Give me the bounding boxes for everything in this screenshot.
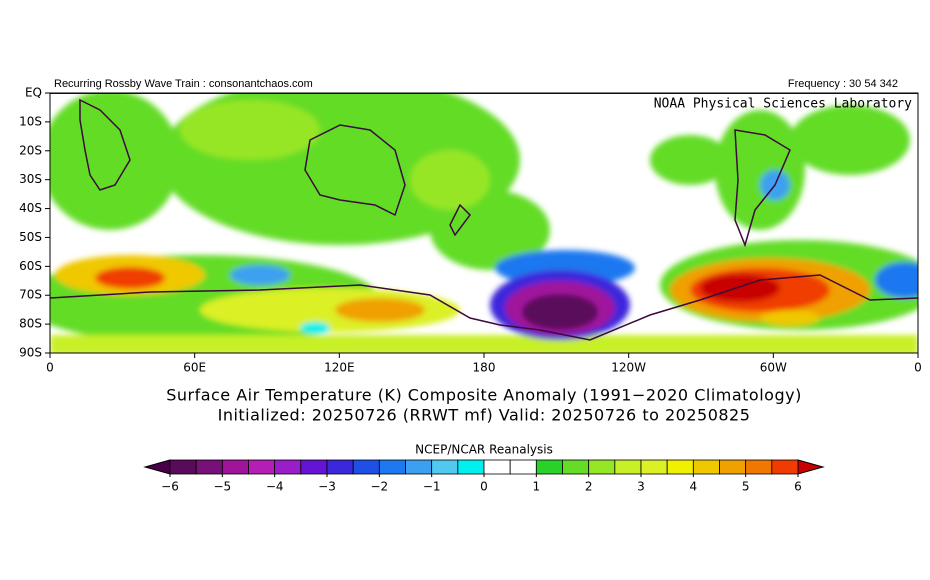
colorbar-tick-label: −3	[318, 480, 336, 494]
colorbar-box	[509, 459, 537, 475]
colorbar-box	[640, 459, 668, 475]
x-tick-label: 120E	[324, 361, 355, 375]
colorbar-tick-label: −1	[423, 480, 441, 494]
colorbar-tick-label: 6	[794, 480, 802, 494]
y-tick-label: 70S	[19, 288, 42, 302]
source-label: Recurring Rossby Wave Train : consonantc…	[54, 78, 313, 90]
map-title: Surface Air Temperature (K) Composite An…	[166, 386, 802, 405]
colorbar-box	[378, 459, 406, 475]
y-tick-label: 80S	[19, 317, 42, 331]
colorbar-box	[248, 459, 276, 475]
colorbar-box	[221, 459, 249, 475]
colorbar-tick-label: −6	[161, 480, 179, 494]
colorbar-tick-label: −2	[370, 480, 388, 494]
colorbar-tick-label: 3	[637, 480, 645, 494]
colorbar-box	[771, 459, 799, 475]
y-tick-label: 30S	[19, 172, 42, 186]
colorbar-tick-label: −5	[213, 480, 231, 494]
colorbar-box	[274, 459, 302, 475]
colorbar-box	[666, 459, 694, 475]
colorbar-box	[195, 459, 223, 475]
colorbar-tick-label: 5	[742, 480, 750, 494]
x-tick-label: 120W	[611, 361, 646, 375]
colorbar-tick-label: 4	[690, 480, 698, 494]
colorbar-tick-label: 0	[480, 480, 488, 494]
colorbar-title: NCEP/NCAR Reanalysis	[415, 443, 553, 457]
colorbar-tick-label: 2	[585, 480, 593, 494]
map-subtitle: Initialized: 20250726 (RRWT mf) Valid: 2…	[218, 406, 751, 425]
y-tick-label: 10S	[19, 114, 42, 128]
y-tick-label: 60S	[19, 259, 42, 273]
colorbar-box	[692, 459, 720, 475]
colorbar-box	[169, 459, 197, 475]
colorbar-over	[797, 459, 825, 475]
colorbar-box	[352, 459, 380, 475]
y-tick-label: 90S	[19, 346, 42, 360]
x-tick-label: 0	[914, 361, 922, 375]
x-tick-label: 60E	[183, 361, 206, 375]
x-tick-label: 0	[46, 361, 54, 375]
x-tick-label: 60W	[760, 361, 787, 375]
credit-label: NOAA Physical Sciences Laboratory	[654, 97, 912, 112]
colorbar-box	[483, 459, 511, 475]
x-tick-label: 180	[473, 361, 496, 375]
anomaly-field	[50, 93, 918, 353]
y-tick-label: 20S	[19, 143, 42, 157]
y-tick-label: 40S	[19, 201, 42, 215]
y-tick-label: 50S	[19, 230, 42, 244]
colorbar-box	[588, 459, 616, 475]
colorbar-box	[535, 459, 563, 475]
colorbar-box	[300, 459, 328, 475]
colorbar-tick-label: 1	[533, 480, 541, 494]
frequency-label: Frequency : 30 54 342	[788, 78, 898, 90]
colorbar-box	[719, 459, 747, 475]
colorbar-box	[614, 459, 642, 475]
colorbar-box	[562, 459, 590, 475]
colorbar-box	[405, 459, 433, 475]
colorbar-under	[143, 459, 171, 475]
colorbar-box	[745, 459, 773, 475]
colorbar-box	[457, 459, 485, 475]
colorbar-tick-label: −4	[266, 480, 284, 494]
colorbar-box	[326, 459, 354, 475]
colorbar-box	[431, 459, 459, 475]
y-tick-label: EQ	[25, 86, 42, 100]
